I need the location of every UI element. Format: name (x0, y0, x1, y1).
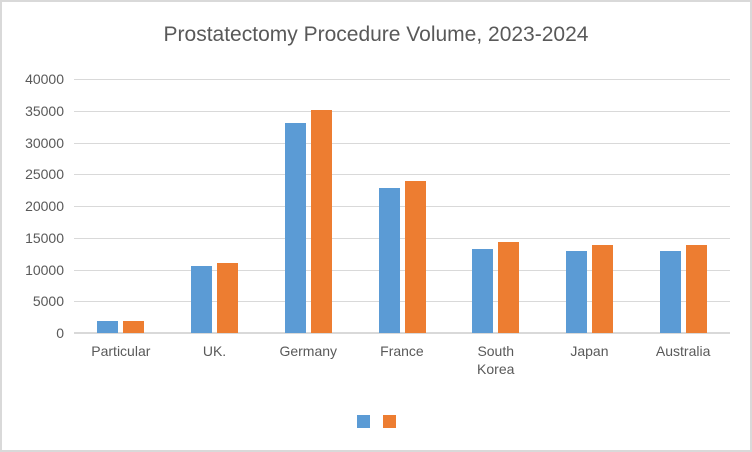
bar (123, 320, 145, 333)
gridline (74, 110, 730, 112)
bar (191, 266, 213, 333)
y-tick-label: 0 (56, 325, 64, 341)
bar (97, 320, 119, 333)
bar (404, 181, 426, 333)
bar (378, 187, 400, 333)
gridline (74, 237, 730, 239)
y-tick-label: 20000 (25, 198, 64, 214)
y-tick-label: 10000 (25, 261, 64, 278)
gridline (74, 332, 730, 334)
gridline (74, 174, 730, 176)
bar (659, 251, 681, 333)
bar (498, 241, 520, 333)
bar (685, 245, 707, 333)
x-category-label: Australia (655, 343, 711, 359)
bar (284, 122, 306, 333)
gridline (74, 301, 730, 303)
bar (591, 245, 613, 333)
gridline (74, 269, 730, 271)
x-category-label: UK. (202, 343, 227, 359)
gridline (74, 206, 730, 207)
bar (565, 251, 587, 333)
y-tick-label: 15000 (25, 229, 64, 246)
legend (2, 415, 750, 428)
legend-swatch (356, 415, 370, 428)
y-tick-label: 25000 (25, 166, 64, 183)
y-tick-label: 40000 (25, 71, 64, 87)
bar (472, 249, 494, 333)
gridline (74, 142, 730, 144)
chart-title: Prostatectomy Procedure Volume, 2023-202… (163, 23, 589, 46)
y-tick-label: 35000 (25, 102, 64, 119)
x-category-label: Germany (279, 343, 338, 359)
x-category-label: Japan (570, 343, 609, 359)
gridline (74, 79, 730, 80)
x-category-label: France (380, 343, 424, 359)
y-tick-label: 5000 (32, 293, 64, 310)
bar (310, 109, 332, 333)
bar (217, 263, 239, 333)
y-tick-label: 30000 (25, 134, 64, 151)
x-category-label: Particular (91, 343, 151, 359)
x-category-label: South Korea (477, 343, 515, 377)
legend-swatch (382, 415, 396, 428)
